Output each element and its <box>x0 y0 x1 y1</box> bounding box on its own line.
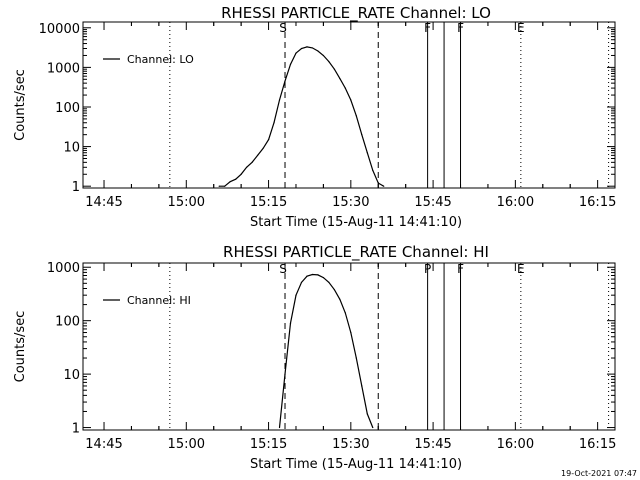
data-point <box>300 47 303 50</box>
data-point <box>306 46 308 48</box>
chart-title: RHESSI PARTICLE_RATE Channel: LO <box>221 4 491 23</box>
data-point <box>372 426 374 429</box>
event-marker-label: P <box>424 262 431 276</box>
y-tick-label: 1 <box>72 422 80 437</box>
series-line <box>219 46 384 187</box>
data-point <box>229 181 231 183</box>
x-tick-label: 16:00 <box>497 437 534 452</box>
data-point <box>295 294 297 296</box>
y-tick-label: 10 <box>63 141 80 156</box>
data-point <box>295 52 297 54</box>
chart-panel-2: RHESSI PARTICLE_RATE Channel: HI Start Ti… <box>13 243 616 472</box>
y-axis-label: Counts/sec <box>13 69 28 141</box>
event-marker-label: E <box>517 21 525 35</box>
data-point <box>333 68 335 70</box>
y-tick-label: 10000 <box>39 22 80 37</box>
data-point <box>339 298 341 301</box>
data-point <box>339 78 341 80</box>
y-tick-label: 10 <box>63 368 80 383</box>
x-tick-label: 14:45 <box>85 195 122 210</box>
y-tick-label: 100 <box>55 101 80 116</box>
x-tick-label: 15:45 <box>414 195 451 210</box>
data-point <box>355 115 357 117</box>
data-point <box>284 373 286 375</box>
data-point <box>328 61 330 63</box>
x-tick-label: 16:15 <box>579 437 616 452</box>
data-point <box>300 281 303 284</box>
plot-frame <box>82 262 616 431</box>
x-tick-label: 14:45 <box>85 437 122 452</box>
data-point <box>251 161 253 163</box>
data-point <box>344 87 346 89</box>
chart-panel-1: RHESSI PARTICLE_RATE Channel: LO Start Ti… <box>13 4 616 230</box>
event-marker-label: F <box>424 21 431 35</box>
data-point <box>333 289 335 291</box>
data-point <box>273 122 275 124</box>
data-point <box>317 274 319 276</box>
data-point <box>289 63 292 65</box>
x-tick-label: 15:15 <box>250 195 287 210</box>
x-tick-label: 15:45 <box>414 437 451 452</box>
data-point <box>289 322 292 324</box>
data-point <box>306 275 308 277</box>
data-point <box>377 182 379 184</box>
chart-title: RHESSI PARTICLE_RATE Channel: HI <box>223 243 489 262</box>
data-point <box>284 80 286 82</box>
x-tick-label: 16:00 <box>497 195 534 210</box>
data-point <box>311 273 314 276</box>
data-point <box>246 166 248 168</box>
x-tick-label: 15:15 <box>250 437 287 452</box>
data-point <box>355 357 357 359</box>
data-point <box>361 385 363 387</box>
data-point <box>224 185 226 187</box>
data-point <box>328 281 330 284</box>
data-point <box>311 47 314 49</box>
x-tick-label: 15:30 <box>332 437 369 452</box>
data-point <box>267 139 270 141</box>
data-point <box>278 99 281 101</box>
x-tick-label: 15:00 <box>168 195 205 210</box>
event-marker-label: S <box>279 262 287 276</box>
y-tick-label: 1000 <box>47 261 80 276</box>
y-tick-label: 1 <box>72 180 80 195</box>
footer-timestamp: 19-Oct-2021 07:47 <box>561 469 637 478</box>
x-axis-label: Start Time (15-Aug-11 14:41:10) <box>250 457 462 472</box>
data-point <box>366 413 368 415</box>
y-tick-label: 1000 <box>47 61 80 76</box>
event-marker-label: F <box>457 262 464 276</box>
data-point <box>278 426 281 429</box>
legend-label: Channel: LO <box>127 53 194 66</box>
data-point <box>218 185 220 187</box>
plot-frame <box>82 21 616 189</box>
data-point <box>361 134 363 136</box>
data-point <box>322 276 325 279</box>
data-point <box>322 54 325 57</box>
legend-label: Channel: HI <box>127 294 191 307</box>
y-tick-label: 100 <box>55 315 80 330</box>
data-point <box>350 99 352 101</box>
event-marker-label: F <box>457 21 464 35</box>
data-point <box>383 185 385 187</box>
event-marker-label: E <box>517 262 525 276</box>
x-tick-label: 15:00 <box>168 437 205 452</box>
series-line <box>278 273 374 428</box>
data-point <box>350 331 352 334</box>
data-point <box>256 154 259 156</box>
data-point <box>235 178 237 180</box>
data-point <box>344 312 346 314</box>
x-tick-label: 16:15 <box>579 195 616 210</box>
data-point <box>262 147 264 149</box>
x-tick-label: 15:30 <box>332 195 369 210</box>
data-point <box>317 50 319 52</box>
data-point <box>240 173 242 175</box>
data-point <box>366 152 368 154</box>
y-axis-label: Counts/sec <box>13 311 28 383</box>
x-axis-label: Start Time (15-Aug-11 14:41:10) <box>250 215 462 230</box>
data-point <box>372 169 374 172</box>
event-marker-label: S <box>279 21 287 35</box>
